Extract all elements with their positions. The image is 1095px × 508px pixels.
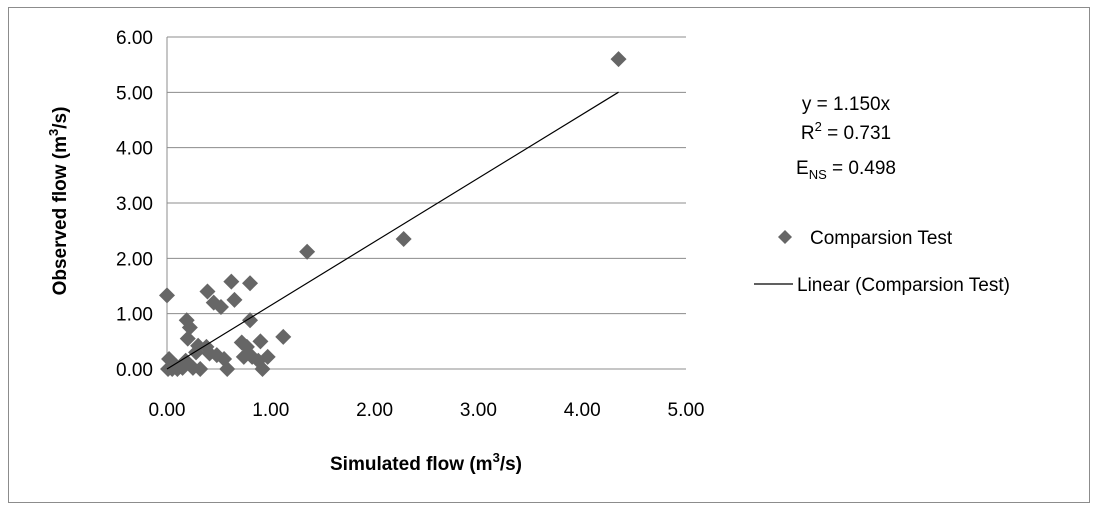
- data-point: [219, 361, 236, 377]
- data-point: [192, 361, 209, 377]
- y-tick-label: 2.00: [116, 249, 153, 270]
- data-point: [275, 328, 292, 345]
- x-tick-label: 5.00: [668, 400, 705, 421]
- data-point: [179, 330, 196, 347]
- chart-frame: [8, 7, 1090, 503]
- legend-label-linear: Linear (Comparsion Test): [797, 275, 1010, 296]
- y-tick-label: 1.00: [116, 305, 153, 326]
- data-point: [242, 312, 259, 329]
- y-tick-label: 6.00: [116, 28, 153, 49]
- data-point: [199, 283, 216, 300]
- ens-label: ENS = 0.498: [796, 158, 896, 182]
- y-tick-label: 5.00: [116, 83, 153, 104]
- equation-label: y = 1.150x: [802, 94, 891, 115]
- x-tick-label: 3.00: [460, 400, 497, 421]
- data-point: [212, 299, 229, 316]
- y-tick-label: 4.00: [116, 139, 153, 160]
- legend-item-comparsion-test: Comparsion Test: [778, 228, 953, 249]
- r-squared-label: R2 = 0.731: [801, 119, 891, 144]
- x-axis-title: Simulated flow (m3/s): [330, 450, 522, 475]
- data-point: [610, 51, 627, 68]
- legend: Comparsion Test Linear (Comparsion Test): [754, 228, 1010, 296]
- data-point: [299, 243, 316, 260]
- y-axis-title: Observed flow (m3/s): [46, 107, 71, 296]
- x-tick-label: 2.00: [356, 400, 393, 421]
- data-point: [223, 273, 240, 290]
- trendline: [166, 91, 619, 370]
- x-tick-labels: 0.00 1.00 2.00 3.00 4.00 5.00: [149, 400, 705, 421]
- plot-area: 0.00 1.00 2.00 3.00 4.00 5.00 0.00 1.00 2.00 3.0…: [116, 28, 704, 421]
- regression-annotation: y = 1.150x R2 = 0.731 ENS = 0.498: [796, 94, 896, 182]
- gridlines: [167, 36, 686, 315]
- y-tick-labels: 0.00 1.00 2.00 3.00 4.00 5.00 6.00: [116, 28, 153, 381]
- data-point: [181, 319, 198, 336]
- y-tick-label: 3.00: [116, 194, 153, 215]
- x-tick-label: 1.00: [252, 400, 289, 421]
- legend-item-linear: Linear (Comparsion Test): [754, 275, 1010, 296]
- data-point: [254, 361, 271, 377]
- x-tick-label: 4.00: [564, 400, 601, 421]
- legend-label-comparsion-test: Comparsion Test: [810, 228, 953, 249]
- data-points: [159, 51, 627, 377]
- y-tick-label: 0.00: [116, 360, 153, 381]
- data-point: [259, 348, 276, 365]
- x-tick-label: 0.00: [149, 400, 186, 421]
- legend-diamond-marker: [778, 230, 792, 244]
- data-point: [226, 291, 243, 308]
- data-point: [242, 275, 259, 292]
- data-point: [159, 287, 175, 304]
- data-point: [252, 333, 269, 350]
- data-point: [395, 230, 412, 247]
